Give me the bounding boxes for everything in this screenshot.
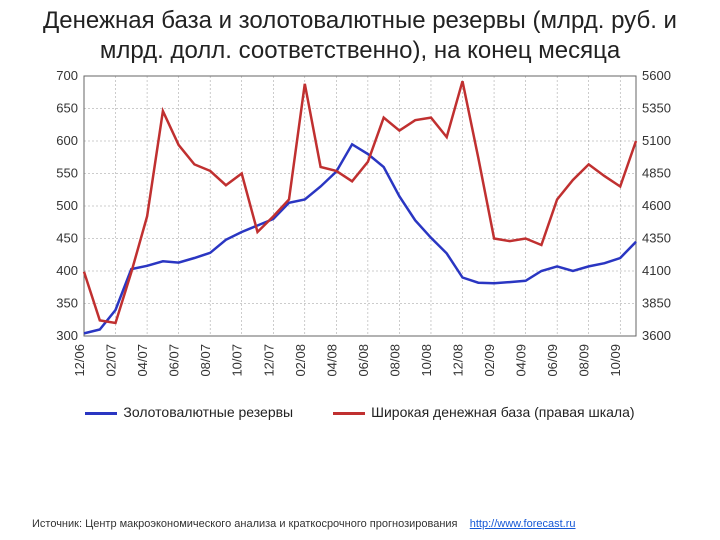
svg-text:300: 300 [56, 328, 78, 343]
svg-text:400: 400 [56, 263, 78, 278]
chart-area: 300 350 400 450 500 550 600 650 700 3600 3850 4100 4… [32, 70, 688, 400]
source-link[interactable]: http://www.forecast.ru [470, 518, 576, 530]
svg-text:06/08: 06/08 [356, 344, 371, 377]
svg-text:350: 350 [56, 296, 78, 311]
svg-text:3600: 3600 [642, 328, 671, 343]
svg-text:12/08: 12/08 [451, 344, 466, 377]
svg-text:08/07: 08/07 [198, 344, 213, 377]
svg-text:10/09: 10/09 [608, 344, 623, 377]
svg-text:4600: 4600 [642, 198, 671, 213]
svg-text:10/07: 10/07 [230, 344, 245, 377]
svg-text:06/09: 06/09 [545, 344, 560, 377]
svg-text:450: 450 [56, 231, 78, 246]
legend-item: Золотовалютные резервы [85, 404, 293, 420]
svg-text:04/07: 04/07 [135, 344, 150, 377]
legend-swatch [85, 412, 117, 415]
svg-text:5100: 5100 [642, 133, 671, 148]
svg-text:5600: 5600 [642, 70, 671, 83]
svg-text:650: 650 [56, 101, 78, 116]
legend-item: Широкая денежная база (правая шкала) [333, 404, 634, 420]
legend: Золотовалютные резервы Широкая денежная б… [0, 404, 720, 420]
svg-text:4100: 4100 [642, 263, 671, 278]
svg-text:02/07: 02/07 [104, 344, 119, 377]
svg-text:700: 700 [56, 70, 78, 83]
svg-text:08/09: 08/09 [577, 344, 592, 377]
svg-text:5350: 5350 [642, 101, 671, 116]
chart-title: Денежная база и золотовалютные резервы (… [0, 0, 720, 70]
svg-text:600: 600 [56, 133, 78, 148]
svg-text:02/09: 02/09 [482, 344, 497, 377]
source-label: Источник: Центр макроэкономического анал… [32, 518, 458, 530]
svg-text:12/07: 12/07 [261, 344, 276, 377]
svg-text:10/08: 10/08 [419, 344, 434, 377]
svg-text:550: 550 [56, 166, 78, 181]
svg-text:08/08: 08/08 [387, 344, 402, 377]
slide: { "title": "Денежная база и золотовалютн… [0, 0, 720, 540]
svg-text:06/07: 06/07 [167, 344, 182, 377]
svg-text:02/08: 02/08 [293, 344, 308, 377]
svg-text:04/09: 04/09 [514, 344, 529, 377]
legend-swatch [333, 412, 365, 415]
legend-label: Золотовалютные резервы [123, 404, 293, 420]
line-chart: 300 350 400 450 500 550 600 650 700 3600 3850 4100 4… [32, 70, 688, 400]
svg-text:4350: 4350 [642, 231, 671, 246]
svg-text:12/06: 12/06 [72, 344, 87, 377]
legend-label: Широкая денежная база (правая шкала) [371, 404, 634, 420]
svg-text:04/08: 04/08 [324, 344, 339, 377]
svg-text:500: 500 [56, 198, 78, 213]
source-line: Источник: Центр макроэкономического анал… [32, 518, 576, 530]
svg-text:4850: 4850 [642, 166, 671, 181]
svg-text:3850: 3850 [642, 296, 671, 311]
